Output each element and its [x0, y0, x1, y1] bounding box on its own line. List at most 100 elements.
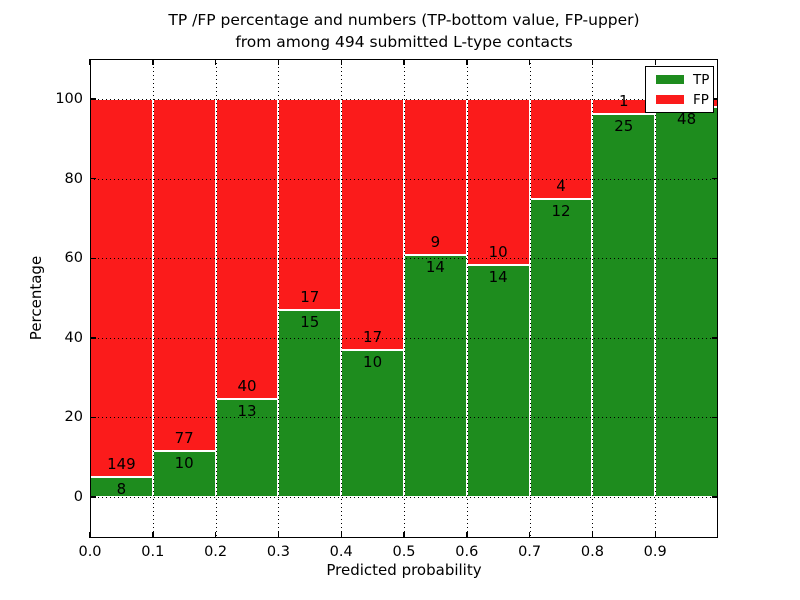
fp-count-label-8: 1: [619, 92, 629, 111]
bar-segment-fp-2: [215, 99, 279, 400]
bar-segment-fp-4: [341, 99, 404, 350]
chart-title-line2: from among 494 submitted L-type contacts: [235, 33, 573, 51]
fp-count-label-7: 4: [556, 176, 566, 195]
bar-segment-tp-7: [529, 198, 593, 497]
y-tick-mark-100: [90, 98, 96, 100]
tp-count-label-5: 14: [425, 257, 445, 276]
chart-title: TP /FP percentage and numbers (TP-bottom…: [90, 9, 718, 53]
x-tick-label-0.8: 0.8: [580, 544, 604, 560]
x-tick-mark-top-0.1: [152, 59, 154, 65]
legend-label-tp: TP: [693, 71, 710, 88]
x-tick-mark-0.2: [214, 532, 217, 538]
x-tick-mark-0: [89, 532, 91, 538]
y-tick-mark-20: [90, 416, 96, 419]
v-gridline-0.7: [529, 59, 531, 538]
x-tick-label-0.9: 0.9: [643, 544, 667, 560]
chart-title-line1: TP /FP percentage and numbers (TP-bottom…: [168, 11, 640, 29]
fp-count-label-1: 77: [174, 429, 194, 448]
x-tick-mark-0.1: [152, 532, 154, 538]
x-tick-mark-0.4: [340, 532, 342, 538]
x-tick-mark-top-0.5: [403, 59, 405, 65]
v-gridline-0.5: [404, 59, 405, 538]
tp-count-label-1: 10: [174, 454, 194, 473]
x-tick-mark-0.6: [466, 532, 468, 538]
x-tick-mark-0.8: [591, 532, 594, 538]
y-tick-label-0: 0: [73, 489, 83, 505]
legend-item-fp: FP: [652, 91, 709, 108]
tp-count-label-0: 8: [116, 479, 127, 498]
tp-count-label-2: 13: [237, 402, 257, 421]
tp-count-label-6: 14: [488, 267, 508, 286]
x-tick-mark-top-0.8: [591, 59, 594, 65]
bar-segment-fp-1: [152, 99, 216, 452]
bar-segment-tp-8: [592, 114, 656, 497]
v-gridline-0.3: [278, 59, 280, 538]
tp-count-label-4: 10: [363, 352, 383, 371]
x-tick-label-0.6: 0.6: [455, 544, 479, 560]
x-tick-mark-top-0.6: [466, 59, 468, 65]
bar-segment-fp-3: [278, 99, 342, 311]
x-tick-mark-top-0: [89, 59, 91, 65]
x-tick-mark-top-0.9: [654, 59, 656, 65]
y-tick-mark-right-80: [712, 177, 718, 180]
legend-label-fp: FP: [693, 91, 709, 108]
plot-area: 149877104013171517109141014412125148 TPF…: [89, 59, 718, 538]
y-tick-mark-0: [90, 496, 96, 498]
fp-count-label-4: 17: [363, 327, 383, 346]
bar-segment-fp-6: [466, 99, 530, 265]
y-tick-mark-right-20: [712, 416, 718, 419]
y-tick-mark-60: [90, 257, 96, 259]
y-tick-label-20: 20: [64, 409, 83, 426]
grid-layer: [90, 59, 718, 538]
y-tick-mark-right-40: [712, 337, 718, 339]
bar-segment-tp-3: [278, 310, 342, 497]
legend-item-tp: TP: [652, 71, 710, 88]
v-gridline-0.4: [341, 59, 343, 538]
bar-segment-tp-6: [466, 264, 530, 497]
x-tick-label-0.5: 0.5: [392, 544, 416, 560]
x-tick-mark-top-0.7: [528, 59, 531, 65]
y-tick-mark-right-60: [712, 257, 718, 259]
fp-count-label-3: 17: [300, 288, 320, 307]
x-tick-mark-0.7: [528, 532, 531, 538]
bar-segment-fp-0: [90, 99, 153, 477]
x-tick-label-0.2: 0.2: [204, 544, 228, 560]
y-tick-mark-80: [90, 177, 96, 180]
v-gridline-0.1: [152, 59, 154, 538]
x-tick-label-0.7: 0.7: [518, 544, 542, 560]
v-gridline-0.6: [466, 59, 468, 538]
x-tick-label-0.1: 0.1: [141, 544, 165, 560]
x-tick-label-0.3: 0.3: [266, 544, 290, 560]
y-tick-mark-right-0: [712, 496, 718, 498]
x-tick-label-0.4: 0.4: [329, 544, 353, 560]
bars-layer: [90, 59, 718, 538]
tp-count-label-9: 48: [677, 110, 697, 129]
y-tick-label-100: 100: [55, 91, 83, 107]
bar-segment-fp-5: [404, 99, 467, 255]
v-gridline-0.8: [592, 59, 594, 538]
legend: TP FP: [645, 66, 714, 113]
legend-swatch-tp: [656, 75, 684, 84]
fp-count-label-2: 40: [237, 377, 257, 396]
x-tick-mark-top-0.3: [277, 59, 280, 65]
bar-segment-tp-5: [404, 254, 467, 497]
bar-segment-tp-1: [152, 451, 216, 497]
x-tick-mark-top-0.4: [340, 59, 342, 65]
fp-count-label-5: 9: [430, 232, 441, 251]
y-tick-label-60: 60: [64, 250, 83, 267]
fp-count-label-0: 149: [107, 454, 136, 473]
y-axis-label: Percentage: [27, 255, 45, 341]
bar-segment-tp-9: [655, 107, 718, 497]
legend-swatch-fp: [656, 95, 684, 104]
tp-count-label-8: 25: [614, 117, 634, 136]
bar-segment-tp-4: [341, 349, 404, 497]
y-tick-label-40: 40: [64, 329, 83, 346]
x-tick-mark-0.9: [654, 532, 656, 538]
y-tick-mark-40: [90, 337, 96, 339]
bar-segment-fp-7: [529, 99, 593, 199]
x-tick-mark-0.3: [277, 532, 280, 538]
fp-count-label-6: 10: [488, 242, 508, 261]
tp-count-label-7: 12: [551, 201, 571, 220]
x-tick-mark-top-0.2: [214, 59, 217, 65]
